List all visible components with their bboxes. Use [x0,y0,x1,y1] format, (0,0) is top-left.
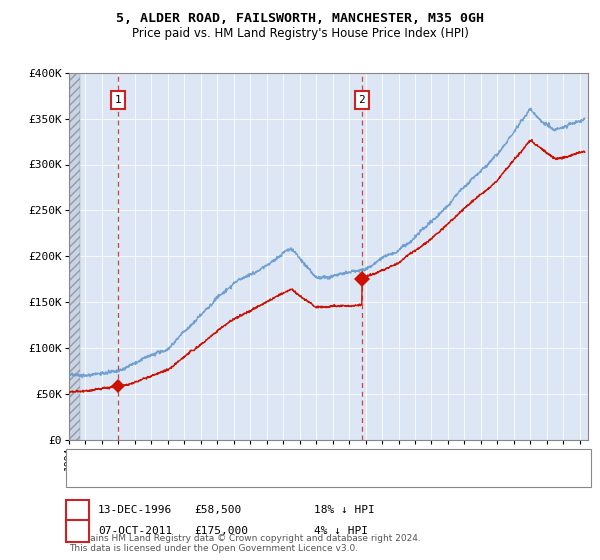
Text: 2: 2 [358,95,365,105]
Text: £175,000: £175,000 [194,526,248,536]
Text: 1: 1 [115,95,121,105]
Bar [69,73,80,440]
Text: 4% ↓ HPI: 4% ↓ HPI [314,526,368,536]
Text: 13-DEC-1996: 13-DEC-1996 [98,505,172,515]
Text: 5, ALDER ROAD, FAILSWORTH, MANCHESTER, M35 0GH: 5, ALDER ROAD, FAILSWORTH, MANCHESTER, M… [116,12,484,25]
Text: 18% ↓ HPI: 18% ↓ HPI [314,505,374,515]
Text: Contains HM Land Registry data © Crown copyright and database right 2024.
This d: Contains HM Land Registry data © Crown c… [69,534,421,553]
Text: Price paid vs. HM Land Registry's House Price Index (HPI): Price paid vs. HM Land Registry's House … [131,27,469,40]
Text: 1: 1 [74,505,81,515]
Text: 2: 2 [74,526,81,536]
Text: £58,500: £58,500 [194,505,241,515]
Text: 07-OCT-2011: 07-OCT-2011 [98,526,172,536]
Text: HPI: Average price, detached house, Oldham: HPI: Average price, detached house, Oldh… [107,470,370,480]
Text: 5, ALDER ROAD, FAILSWORTH, MANCHESTER,  M35 0GH (detached house): 5, ALDER ROAD, FAILSWORTH, MANCHESTER, M… [107,456,507,466]
